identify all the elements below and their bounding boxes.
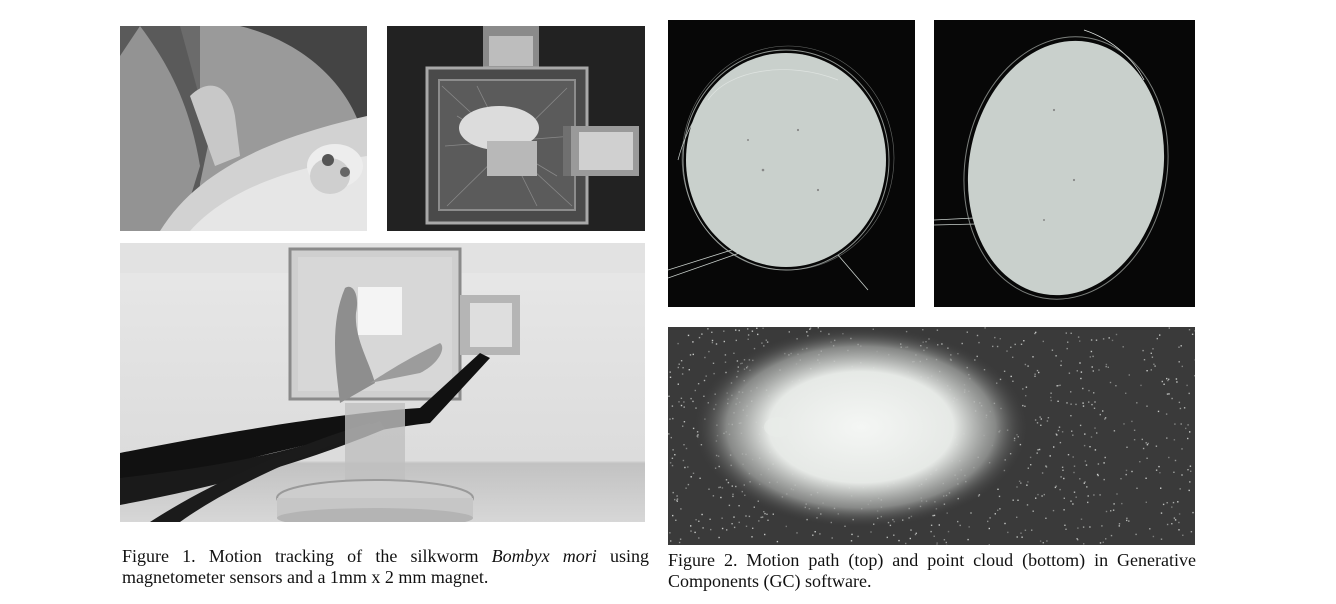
figure1-caption-prefix: Figure 1. Motion tracking of the silkwor… (122, 546, 492, 566)
figure2-caption: Figure 2. Motion path (top) and point cl… (668, 550, 1196, 591)
figure1-caption: Figure 1. Motion tracking of the silkwor… (122, 546, 649, 588)
motion-path-panel-left (668, 20, 915, 307)
photo-gloved-hand-silkworm (120, 26, 367, 231)
photo-acrylic-box-top-view (387, 26, 645, 231)
figure1-caption-species: Bombyx mori (491, 546, 597, 566)
photo-acrylic-box-side-view (120, 243, 645, 522)
figure1-caption-suffix: using magnetometer sensors and a 1mm x 2… (122, 546, 649, 587)
point-cloud-panel (668, 327, 1195, 545)
motion-path-panel-right (934, 20, 1195, 307)
